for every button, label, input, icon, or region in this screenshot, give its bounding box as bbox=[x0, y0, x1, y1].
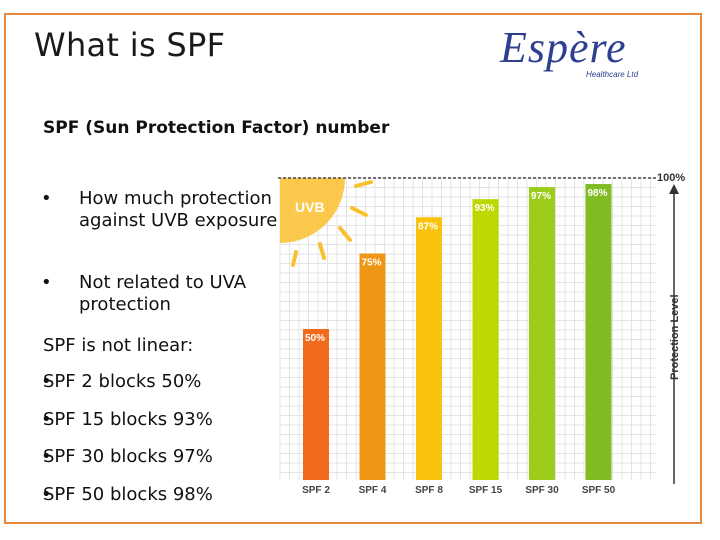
slide-frame bbox=[4, 13, 702, 524]
bullet-marker: • bbox=[41, 484, 52, 505]
bar-value-label: 93% bbox=[475, 203, 495, 214]
bullet-marker: • bbox=[41, 409, 52, 430]
spf-point: SPF 30 blocks 97% bbox=[43, 446, 213, 467]
top-level-label: 100% bbox=[657, 172, 685, 184]
list-item: • SPF 30 blocks 97% bbox=[41, 446, 213, 468]
bullet-text: How much protection against UVB exposure bbox=[79, 188, 278, 231]
bar-spf-4 bbox=[359, 253, 386, 480]
bar-value-label: 75% bbox=[362, 258, 382, 269]
category-label: SPF 8 bbox=[415, 485, 443, 496]
linear-intro: SPF is not linear: bbox=[43, 335, 194, 356]
category-label: SPF 30 bbox=[525, 485, 559, 496]
bar-spf-30 bbox=[529, 187, 555, 480]
company-logo: Espère Healthcare Ltd bbox=[500, 23, 640, 84]
chart-category-labels: SPF 2 SPF 4 SPF 8 SPF 15 SPF 30 SPF 50 bbox=[302, 485, 616, 496]
y-axis-label: Protection Level bbox=[669, 294, 681, 380]
bullet-marker: • bbox=[41, 272, 52, 293]
slide-title: What is SPF bbox=[34, 26, 226, 64]
logo-tagline: Healthcare Ltd bbox=[586, 70, 639, 79]
chart-bars bbox=[303, 184, 612, 481]
sun-icon: UVB bbox=[280, 178, 373, 267]
bar-value-label: 98% bbox=[588, 188, 608, 199]
sun-rays bbox=[291, 180, 373, 267]
bullet-marker: • bbox=[41, 446, 52, 467]
bullet-text: Not related to UVA protection bbox=[79, 272, 247, 315]
list-item: • SPF 50 blocks 98% bbox=[41, 484, 213, 506]
bar-spf-50 bbox=[585, 184, 612, 481]
bar-spf-15 bbox=[472, 199, 499, 480]
sun-shape bbox=[280, 178, 345, 243]
sun-label: UVB bbox=[295, 199, 325, 215]
category-label: SPF 2 bbox=[302, 485, 330, 496]
bullet-marker: • bbox=[41, 371, 52, 392]
arrow-head-icon bbox=[669, 184, 679, 194]
chart-value-labels: 50% 75% 87% 93% 97% 98% bbox=[305, 188, 608, 344]
category-label: SPF 4 bbox=[359, 485, 387, 496]
spf-point: SPF 2 blocks 50% bbox=[43, 371, 202, 392]
spf-point: SPF 15 blocks 93% bbox=[43, 409, 213, 430]
spf-point: SPF 50 blocks 98% bbox=[43, 484, 213, 505]
category-label: SPF 15 bbox=[469, 485, 503, 496]
bar-spf-8 bbox=[416, 217, 442, 480]
bar-value-label: 87% bbox=[418, 221, 438, 232]
list-item: • SPF 15 blocks 93% bbox=[41, 409, 213, 431]
logo-brand: Espère bbox=[500, 23, 627, 72]
bar-spf-2 bbox=[303, 329, 329, 480]
category-label: SPF 50 bbox=[582, 485, 616, 496]
bar-value-label: 97% bbox=[531, 191, 551, 202]
list-item: • SPF 2 blocks 50% bbox=[41, 371, 202, 393]
bar-value-label: 50% bbox=[305, 333, 325, 344]
section-heading: SPF (Sun Protection Factor) number bbox=[43, 118, 390, 138]
bullet-marker: • bbox=[41, 188, 52, 209]
